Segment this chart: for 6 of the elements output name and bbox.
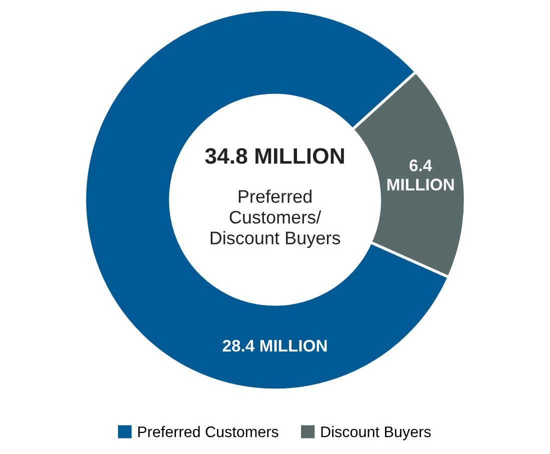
text: Preferred Customers/ Discount Buyers <box>210 190 340 248</box>
legend-label: Discount Buyers <box>321 426 431 440</box>
data-label: 28.4 MILLION <box>222 340 327 352</box>
data-label: 6.4 MILLION <box>387 160 454 190</box>
legend-label: Preferred Customers <box>138 426 278 438</box>
text: 34.8 MILLION <box>205 148 344 164</box>
